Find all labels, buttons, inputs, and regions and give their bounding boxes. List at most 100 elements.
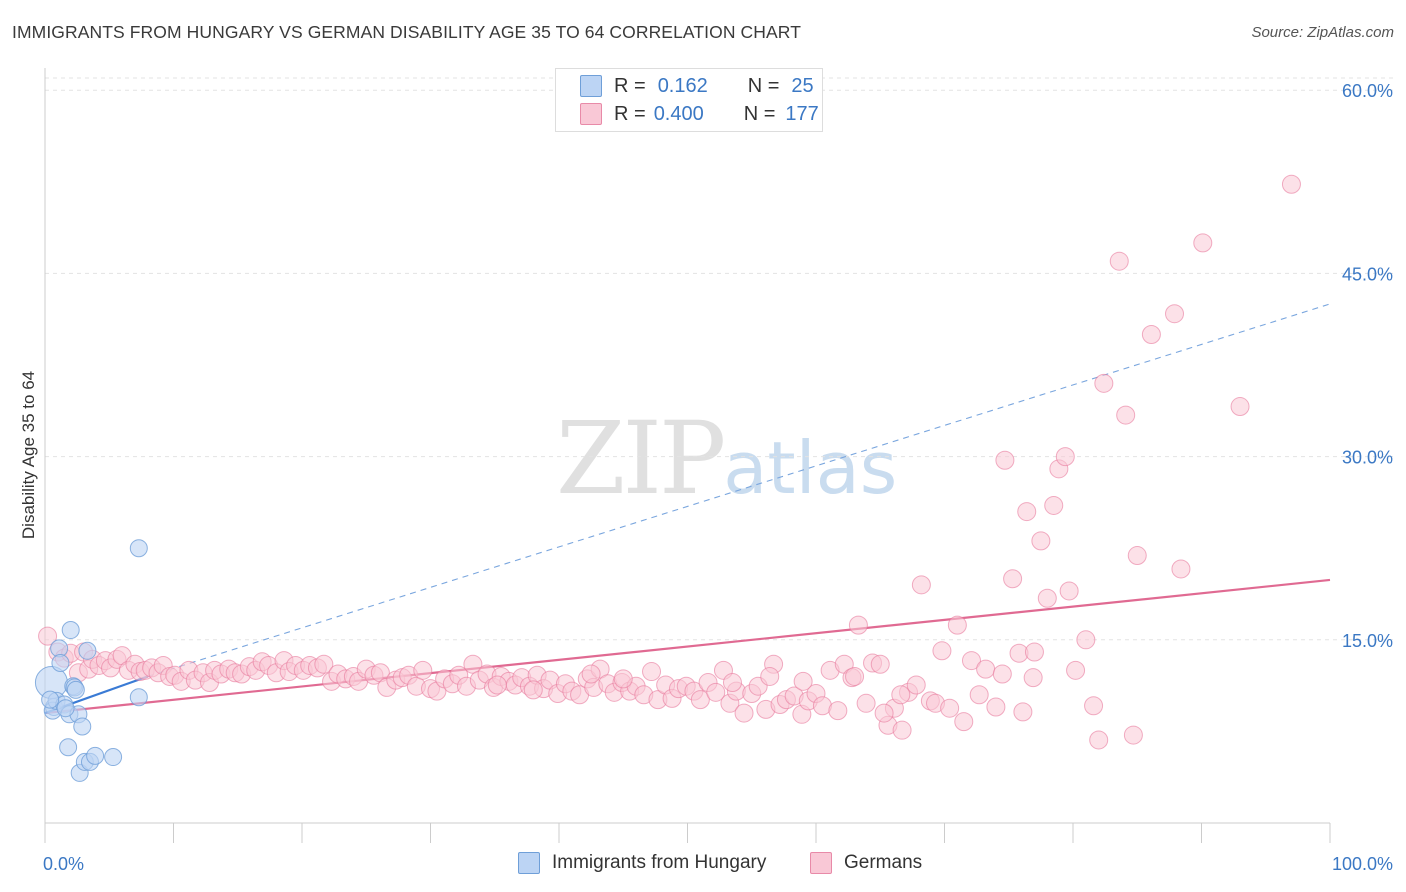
point-germans	[690, 690, 710, 710]
point-germans	[1109, 251, 1129, 271]
point-germans	[1037, 588, 1057, 608]
point-germans	[1076, 630, 1096, 650]
point-germans	[734, 703, 754, 723]
y-tick-label: 15.0%	[1342, 631, 1393, 651]
trend-hungary-extension	[147, 303, 1331, 677]
point-germans	[992, 664, 1012, 684]
point-germans	[932, 641, 952, 661]
point-germans	[1089, 730, 1109, 750]
point-germans	[906, 675, 926, 695]
point-germans	[828, 701, 848, 721]
legend-item-hungary[interactable]: Immigrants from Hungary	[518, 852, 766, 874]
point-germans	[848, 615, 868, 635]
point-germans	[845, 666, 865, 686]
trend-lines	[44, 303, 1331, 715]
point-germans	[1123, 725, 1143, 745]
point-germans	[1023, 668, 1043, 688]
point-germans	[995, 450, 1015, 470]
point-germans	[1193, 233, 1213, 253]
point-germans	[1059, 581, 1079, 601]
point-hungary	[86, 746, 105, 765]
point-germans	[1017, 502, 1037, 522]
watermark-logo: ZIPatlas	[556, 400, 897, 517]
point-germans	[961, 651, 981, 671]
chart-title: IMMIGRANTS FROM HUNGARY VS GERMAN DISABI…	[12, 22, 802, 42]
point-hungary	[129, 539, 148, 558]
point-germans	[891, 685, 911, 705]
point-germans	[613, 669, 633, 689]
trend-germans	[44, 578, 1331, 715]
legend-row-hungary: R = 0.162 N = 25	[580, 73, 814, 99]
point-germans	[413, 660, 433, 680]
point-germans	[856, 693, 876, 713]
point-germans	[581, 664, 601, 684]
point-germans	[976, 659, 996, 679]
legend-swatch-hungary	[518, 852, 540, 874]
point-germans	[314, 654, 334, 674]
correlation-legend: R = 0.162 N = 25 R = 0.400 N = 177	[555, 68, 823, 132]
legend-swatch-germans	[580, 103, 602, 125]
y-tick-label: 60.0%	[1342, 81, 1393, 101]
legend-n-value: 177	[785, 102, 819, 125]
point-germans	[487, 675, 507, 695]
legend-item-germans[interactable]: Germans	[810, 852, 922, 874]
legend-swatch-germans	[810, 852, 832, 874]
data-points	[34, 174, 1301, 782]
point-germans	[1141, 324, 1161, 344]
point-hungary	[78, 641, 97, 660]
legend-n-label: N =	[743, 102, 776, 125]
point-germans	[760, 666, 780, 686]
point-germans	[870, 654, 890, 674]
legend-r-label: R =	[614, 102, 646, 125]
point-hungary	[104, 748, 123, 767]
point-germans	[954, 712, 974, 732]
x-tick-label: 100.0%	[1332, 854, 1393, 874]
point-germans	[1281, 174, 1301, 194]
point-germans	[1066, 660, 1086, 680]
point-hungary	[41, 690, 60, 709]
point-germans	[38, 626, 58, 646]
point-hungary	[73, 717, 92, 736]
point-hungary	[59, 738, 78, 757]
point-germans	[1003, 569, 1023, 589]
point-hungary	[61, 621, 80, 640]
point-hungary	[66, 680, 85, 699]
series-legend: Immigrants from Hungary Germans	[0, 852, 1406, 878]
watermark-zip: ZIP	[556, 400, 726, 517]
point-germans	[1171, 559, 1191, 579]
point-germans	[1055, 447, 1075, 467]
point-germans	[1044, 495, 1064, 515]
point-germans	[1127, 546, 1147, 566]
point-germans	[1116, 405, 1136, 425]
point-germans	[1024, 642, 1044, 662]
point-germans	[874, 703, 894, 723]
y-tick-label: 45.0%	[1342, 264, 1393, 284]
point-germans	[1094, 373, 1114, 393]
point-germans	[642, 662, 662, 682]
legend-label-germans: Germans	[844, 852, 923, 873]
legend-n-value: 25	[791, 74, 814, 97]
legend-r-value: 0.162	[657, 74, 708, 97]
point-germans	[1013, 702, 1033, 722]
point-germans	[1230, 397, 1250, 417]
y-axis-label: Disability Age 35 to 64	[19, 371, 38, 539]
point-germans	[1084, 696, 1104, 716]
point-hungary	[129, 688, 148, 707]
point-germans	[1165, 304, 1185, 324]
x-tick-label: 0.0%	[43, 854, 84, 874]
point-germans	[1031, 531, 1051, 551]
point-germans	[911, 575, 931, 595]
legend-label-hungary: Immigrants from Hungary	[552, 852, 767, 873]
chart-source: Source: ZipAtlas.com	[1251, 24, 1394, 41]
legend-row-germans: R = 0.400 N = 177	[580, 101, 819, 127]
point-hungary	[56, 699, 75, 718]
point-germans	[940, 698, 960, 718]
point-germans	[947, 615, 967, 635]
point-hungary	[51, 654, 70, 673]
point-germans	[986, 697, 1006, 717]
legend-r-value: 0.400	[653, 102, 704, 125]
grid-lines	[45, 77, 1395, 641]
point-germans	[706, 682, 726, 702]
legend-r-label: R =	[614, 74, 646, 97]
